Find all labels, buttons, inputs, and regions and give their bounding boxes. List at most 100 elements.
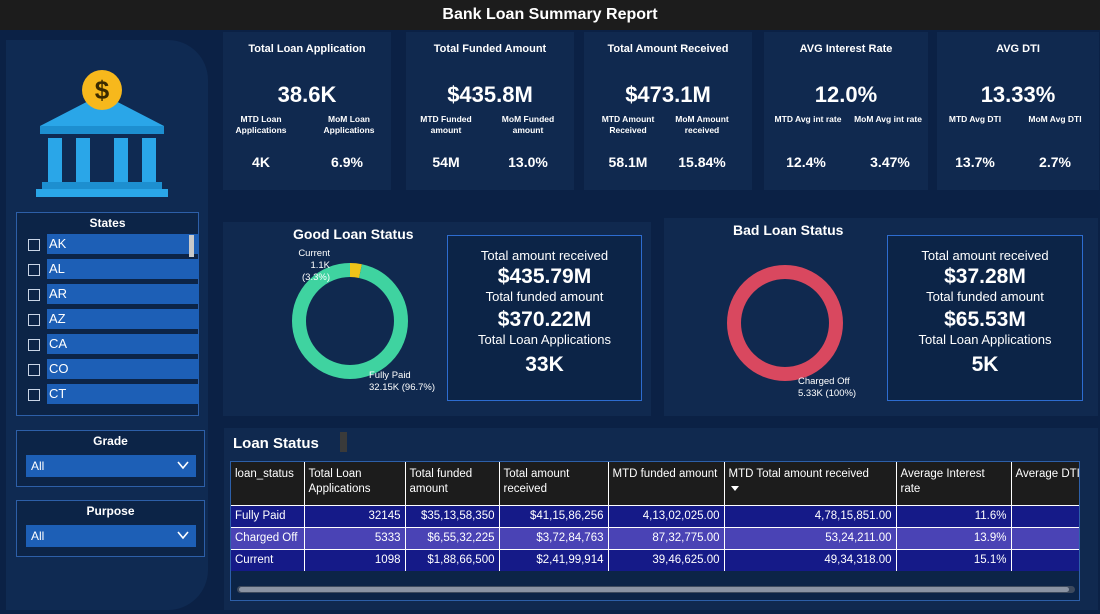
table-cell: 14.00% [1011,526,1079,549]
report-title-bar: Bank Loan Summary Report [0,0,1100,30]
column-header-total-amount-received[interactable]: Total amount received [499,462,609,505]
donut-slice-fully-paid[interactable] [292,263,408,379]
bad-received-label: Total amount received [921,248,1049,263]
table-cell: 1098 [304,548,406,571]
table-cell: 4,13,02,025.00 [608,504,725,527]
table-cell: $6,55,32,225 [405,526,500,549]
table-cell: $3,72,84,763 [499,526,609,549]
checkbox[interactable] [28,239,40,251]
column-header-label: Total Loan Applications [308,468,371,495]
kpi-value: $473.1M [625,82,711,107]
checkbox[interactable] [28,389,40,401]
kpi-sub1-value: 12.4% [786,154,826,170]
kpi-sub2-value: 2.7% [1039,154,1071,170]
kpi-title: Total Amount Received [607,43,729,55]
column-header-mtd-total-amount-received[interactable]: MTD Total amount received [724,462,897,505]
donut-label-fully-paid: Fully Paid 32.15K (96.7%) [369,370,435,394]
kpi-sub2-label: MoM Loan Applications [323,114,375,135]
bad-loan-title: Bad Loan Status [733,222,844,238]
good-funded-value: $370.22M [497,308,592,331]
sort-descending-icon [730,486,739,491]
table-cell: 14.72% [1011,548,1079,571]
loan-status-title: Loan Status [233,435,319,452]
kpi-sub2-value: 15.84% [678,154,726,170]
bad-loan-panel: Bad Loan Status Charged Off 5.33K (100%)… [664,218,1098,416]
grade-filter-title: Grade [93,434,128,448]
states-list: AK AL AR AZ CA CO CT [17,234,199,409]
kpi-card-total-loan-applications: Total Loan Application 38.6K MTD Loan Ap… [223,32,391,190]
table-cell: Current [231,548,305,571]
state-option[interactable]: AZ [17,309,199,334]
state-option[interactable]: AK [17,234,199,259]
kpi-sub2-label: MoM Amount received [675,114,729,135]
scrollbar-thumb[interactable] [239,587,1069,592]
purpose-dropdown[interactable]: All [26,525,196,547]
good-funded-label: Total funded amount [485,289,604,304]
kpi-sub1-value: 4K [252,154,270,170]
donut-label-charged-off: Charged Off 5.33K (100%) [798,376,856,400]
checkbox[interactable] [28,264,40,276]
grade-filter: Grade All [16,430,205,487]
state-option[interactable]: CA [17,334,199,359]
donut-label-current-name: Current [298,248,330,259]
good-received-value: $435.79M [497,265,592,288]
table-cell: 15.1% [896,548,1012,571]
state-option-label: AK [47,234,199,254]
checkbox[interactable] [28,339,40,351]
bad-apps-value: 5K [971,353,999,376]
state-option-label: CT [47,384,199,404]
loan-status-table: loan_status Total Loan Applications Tota… [231,462,1079,571]
states-filter: States AK AL AR AZ CA CO CT [16,212,199,416]
good-loan-stats: Total amount received $435.79M Total fun… [447,235,642,401]
donut-label-fully-paid-name: Fully Paid [369,370,411,381]
kpi-sub2-value: 6.9% [331,154,363,170]
state-option[interactable]: CT [17,384,199,409]
grade-dropdown[interactable]: All [26,455,196,477]
column-header-loan-status[interactable]: loan_status [231,462,305,505]
chevron-down-icon [177,531,189,540]
states-scrollbar[interactable] [189,235,194,257]
donut-slice-charged-off[interactable] [727,265,843,381]
column-header-total-loan-applications[interactable]: Total Loan Applications [304,462,406,505]
column-header-label: MTD funded amount [612,468,718,480]
table-cell: 5333 [304,526,406,549]
kpi-sub1-label: MTD Avg DTI [948,114,1002,124]
kpi-value: $435.8M [447,82,533,107]
checkbox[interactable] [28,289,40,301]
report-title: Bank Loan Summary Report [442,6,658,23]
good-received-label: Total amount received [480,248,609,263]
table-cell: Charged Off [231,526,305,549]
purpose-dropdown-value: All [31,529,45,543]
column-header-mtd-funded-amount[interactable]: MTD funded amount [608,462,725,505]
table-cell: 53,24,211.00 [724,526,897,549]
column-header-average-interest-rate[interactable]: Average Interest rate [896,462,1012,505]
column-header-total-funded-amount[interactable]: Total funded amount [405,462,500,505]
table-row[interactable]: Charged Off 5333 $6,55,32,225 $3,72,84,763 8… [231,526,1079,549]
good-loan-donut-chart [292,263,408,379]
chevron-down-icon [177,461,189,470]
kpi-sub1-label: MTD Loan Applications [235,114,287,135]
table-cell: $2,41,99,914 [499,548,609,571]
checkbox[interactable] [28,314,40,326]
kpi-card-total-amount-received: Total Amount Received $473.1M MTD Amount… [584,32,752,190]
table-horizontal-scrollbar[interactable] [237,586,1075,593]
kpi-card-total-funded-amount: Total Funded Amount $435.8M MTD Funded a… [406,32,574,190]
good-loan-title: Good Loan Status [293,226,414,242]
good-apps-label: Total Loan Applications [478,332,611,347]
state-option[interactable]: AL [17,259,199,284]
table-row[interactable]: Fully Paid 32145 $35,13,58,350 $41,15,86,25… [231,504,1079,527]
column-header-average-dti[interactable]: Average DTI [1011,462,1079,505]
state-option[interactable]: CO [17,359,199,384]
table-row[interactable]: Current 1098 $1,88,66,500 $2,41,99,914 39,46… [231,548,1079,571]
good-apps-value: 33K [525,353,564,376]
kpi-sub1-value: 13.7% [955,154,995,170]
bad-loan-stats: Total amount received $37.28M Total fund… [887,235,1083,401]
checkbox[interactable] [28,364,40,376]
donut-label-charged-off-value: 5.33K (100%) [798,388,857,399]
column-header-label: Total funded amount [409,468,473,495]
loan-status-table-container: loan_status Total Loan Applications Tota… [230,461,1080,601]
table-cell: $1,88,66,500 [405,548,500,571]
state-option[interactable]: AR [17,284,199,309]
table-cell: $35,13,58,350 [405,504,500,527]
title-marker [340,432,347,452]
